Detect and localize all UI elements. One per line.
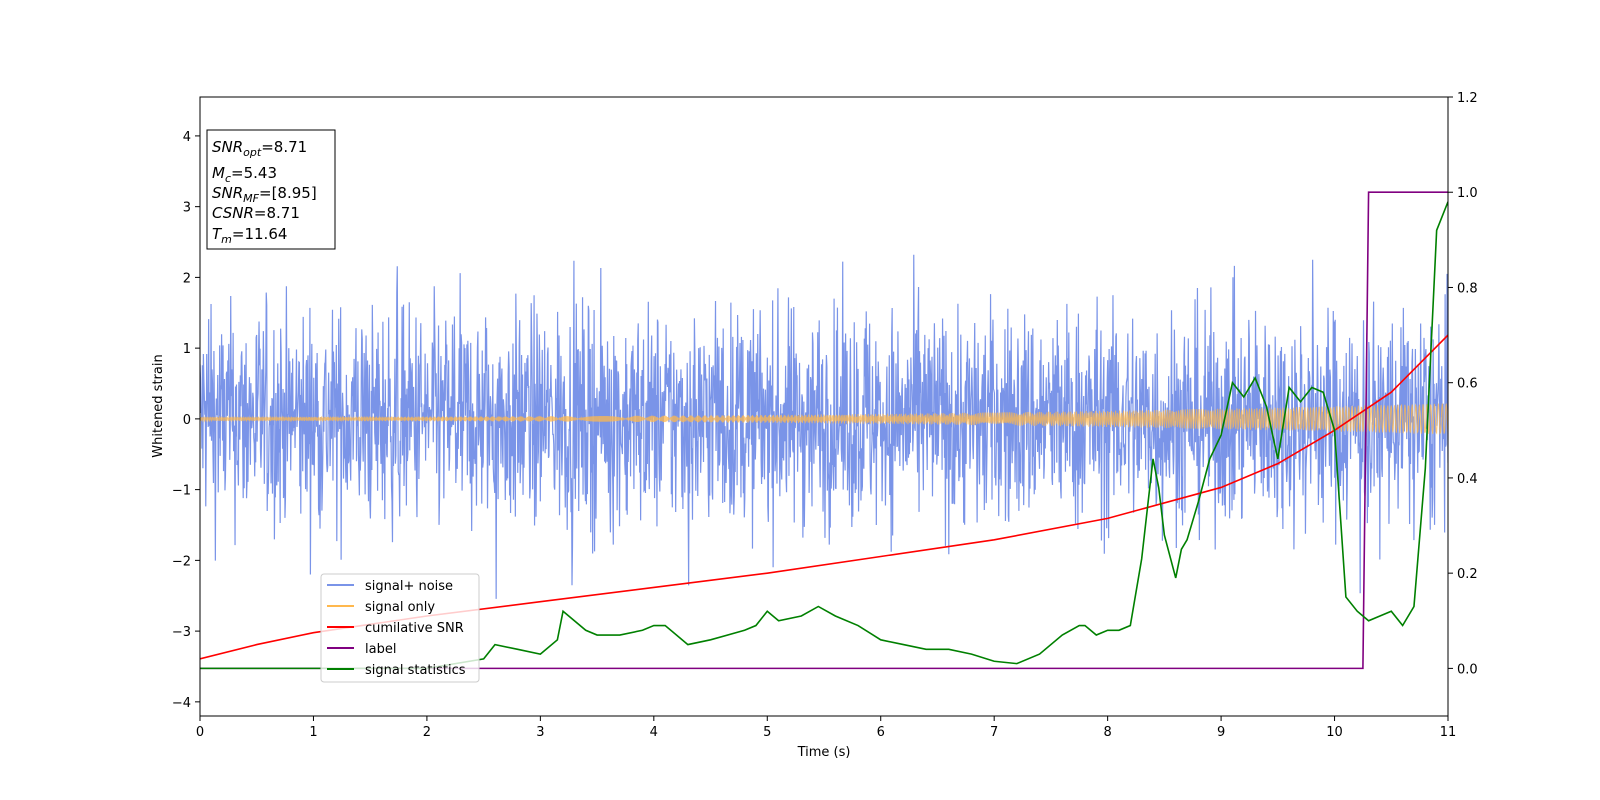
y2-tick-label: 0.2 — [1457, 567, 1478, 582]
series-signal-noise — [200, 254, 1448, 599]
x-tick-label: 3 — [536, 725, 544, 740]
y-tick-label: 1 — [183, 342, 191, 357]
info-tm: Tm=11.64 — [212, 225, 287, 246]
x-tick-label: 0 — [196, 725, 204, 740]
y2-tick-label: 0.0 — [1457, 662, 1478, 677]
x-tick-label: 11 — [1440, 725, 1457, 740]
axes: 0 1 2 3 4 5 6 7 8 9 10 1143210−1−2−3−41.21.00.80.60… — [172, 91, 1478, 740]
y-tick-label: −3 — [172, 625, 191, 640]
x-tick-label: 4 — [650, 725, 658, 740]
x-tick-label: 8 — [1103, 725, 1111, 740]
series-label — [200, 191, 1448, 670]
legend-label-signal-only: signal only — [365, 600, 435, 615]
info-snr-opt: SNRopt=8.71 — [212, 138, 307, 159]
legend-label-signal-statistics: signal statistics — [365, 663, 466, 678]
y-tick-label: 3 — [183, 201, 191, 216]
x-tick-label: 9 — [1217, 725, 1225, 740]
x-tick-label: 2 — [423, 725, 431, 740]
info-snr-mf: SNRMF=[8.95] — [212, 184, 317, 205]
legend-label-label: label — [365, 642, 396, 657]
info-box: SNRopt=8.71 Mc=5.43 SNRMF=[8.95] CSNR=8.… — [206, 129, 336, 250]
legend-label-signal-noise: signal+ noise — [365, 579, 453, 594]
y-tick-label: −1 — [172, 484, 191, 499]
series-signal-only — [200, 403, 1448, 435]
y2-tick-label: 0.8 — [1457, 281, 1478, 296]
y-tick-label: −2 — [172, 554, 191, 569]
info-csnr: CSNR=8.71 — [212, 204, 300, 222]
y2-tick-label: 0.4 — [1457, 472, 1478, 487]
x-tick-label: 7 — [990, 725, 998, 740]
y-tick-label: 2 — [183, 271, 191, 286]
legend-label-cumulative-snr: cumilative SNR — [365, 621, 464, 636]
x-tick-label: 6 — [877, 725, 885, 740]
axes-frame — [199, 96, 1449, 717]
y-tick-label: 4 — [183, 130, 191, 145]
x-tick-label: 10 — [1326, 725, 1343, 740]
y-tick-label: 0 — [183, 413, 191, 428]
y2-tick-label: 0.6 — [1457, 377, 1478, 392]
x-tick-label: 5 — [763, 725, 771, 740]
x-axis-label: Time (s) — [797, 745, 851, 760]
y-tick-label: −4 — [172, 696, 191, 711]
y2-tick-label: 1.0 — [1457, 186, 1478, 201]
x-tick-label: 1 — [309, 725, 317, 740]
legend: signal+ noise signal only cumilative SNR… — [320, 573, 480, 683]
info-mc: Mc=5.43 — [212, 164, 277, 185]
series-signal-statistics — [200, 201, 1448, 670]
y2-tick-label: 1.2 — [1457, 91, 1478, 106]
y-axis-label: Whitened strain — [151, 354, 166, 457]
